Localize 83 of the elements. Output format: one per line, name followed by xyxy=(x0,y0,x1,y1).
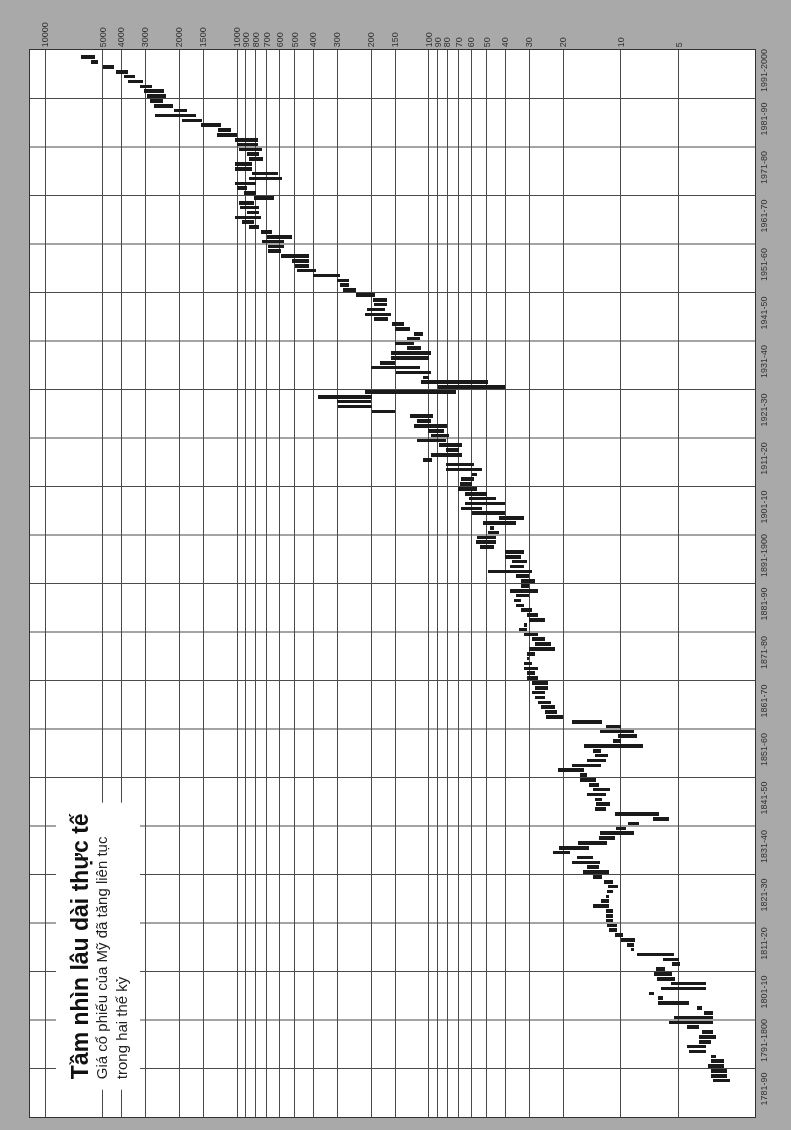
y-tick-label: 1921-30 xyxy=(758,393,769,427)
bar xyxy=(572,720,602,724)
x-tick-label: 800 xyxy=(250,32,261,48)
bar xyxy=(372,410,395,413)
bar xyxy=(446,468,482,471)
y-tick-label: 1801-10 xyxy=(758,975,769,1009)
y-tick-label: 1901-10 xyxy=(758,490,769,524)
x-tick-label: 2000 xyxy=(174,27,185,48)
x-tick-label: 5000 xyxy=(97,27,108,48)
y-tick-label: 1871-80 xyxy=(758,635,769,669)
x-tick-label: 10 xyxy=(615,37,626,48)
bar xyxy=(155,114,196,117)
bar xyxy=(697,1006,702,1010)
bar xyxy=(535,696,545,699)
bar xyxy=(606,725,621,728)
x-tick-label: 3000 xyxy=(140,27,151,48)
y-tick-label: 1891-1900 xyxy=(758,533,769,577)
y-tick-label: 1781-90 xyxy=(758,1072,769,1106)
bar xyxy=(628,822,639,825)
y-tick-label: 1831-40 xyxy=(758,829,769,863)
y-tick-label: 1811-20 xyxy=(758,927,769,960)
x-tick-label: 400 xyxy=(308,32,319,48)
bar xyxy=(338,405,372,408)
bar xyxy=(367,308,385,311)
y-tick-label: 1981-90 xyxy=(758,102,769,136)
x-tick-label: 60 xyxy=(466,37,477,48)
y-tick-label: 1881-90 xyxy=(758,587,769,621)
bar xyxy=(524,662,532,665)
x-tick-label: 600 xyxy=(274,32,285,48)
x-tick-label: 90 xyxy=(432,37,443,48)
bar xyxy=(649,992,654,995)
bar xyxy=(661,987,706,990)
bar xyxy=(128,80,143,83)
x-tick-label: 150 xyxy=(390,32,401,48)
bar xyxy=(268,249,281,253)
x-tick-label: 30 xyxy=(524,37,535,48)
x-tick-label: 500 xyxy=(289,32,300,48)
bar xyxy=(577,856,593,859)
bar xyxy=(103,65,114,69)
bar xyxy=(514,599,521,602)
y-tick-label: 1841-50 xyxy=(758,781,769,815)
y-tick-label: 1911-20 xyxy=(758,442,769,475)
x-tick-label: 1500 xyxy=(198,27,209,48)
y-tick-label: 1791-1800 xyxy=(758,1018,769,1062)
text: Tầm nhìn lâu dài thực tế xyxy=(66,813,93,1080)
x-tick-label: 10000 xyxy=(40,22,51,48)
x-tick-label: 200 xyxy=(366,32,377,48)
x-tick-label: 40 xyxy=(500,37,511,48)
bar xyxy=(587,793,606,796)
text: Giá cổ phiếu của Mỹ đã tăng liên tục trong hai thế kỷ xyxy=(93,836,130,1080)
y-tick-label: 1851-60 xyxy=(758,732,769,766)
x-tick-label: 4000 xyxy=(116,27,127,48)
x-tick-label: 70 xyxy=(453,37,464,48)
y-tick-label: 1941-50 xyxy=(758,296,769,330)
bar xyxy=(313,274,340,277)
x-tick-label: 300 xyxy=(332,32,343,48)
x-tick-label: 100 xyxy=(423,32,434,48)
bar xyxy=(396,371,431,374)
x-tick-label: 700 xyxy=(261,32,272,48)
y-tick-label: 1961-70 xyxy=(758,199,769,233)
x-tick-label: 20 xyxy=(558,37,569,48)
bar xyxy=(637,953,674,956)
y-tick-label: 1821-30 xyxy=(758,878,769,912)
bar xyxy=(587,759,606,762)
y-tick-label: 1991-2000 xyxy=(758,48,769,92)
y-tick-label: 1951-60 xyxy=(758,247,769,281)
x-tick-label: 50 xyxy=(481,37,492,48)
bar xyxy=(689,1050,706,1053)
bar xyxy=(465,502,505,505)
x-tick-label: 900 xyxy=(240,32,251,48)
y-tick-label: 1861-70 xyxy=(758,684,769,718)
bar xyxy=(510,565,524,568)
bar xyxy=(446,463,474,466)
bar xyxy=(249,177,282,180)
bar xyxy=(252,172,278,175)
bar xyxy=(174,109,187,112)
x-tick-label: 80 xyxy=(442,37,453,48)
x-tick-label: 1000 xyxy=(232,27,243,48)
bar xyxy=(247,211,259,214)
y-tick-label: 1931-40 xyxy=(758,344,769,378)
x-tick-label: 5 xyxy=(673,42,684,48)
bar xyxy=(607,890,613,893)
y-tick-label: 1971-80 xyxy=(758,150,769,184)
